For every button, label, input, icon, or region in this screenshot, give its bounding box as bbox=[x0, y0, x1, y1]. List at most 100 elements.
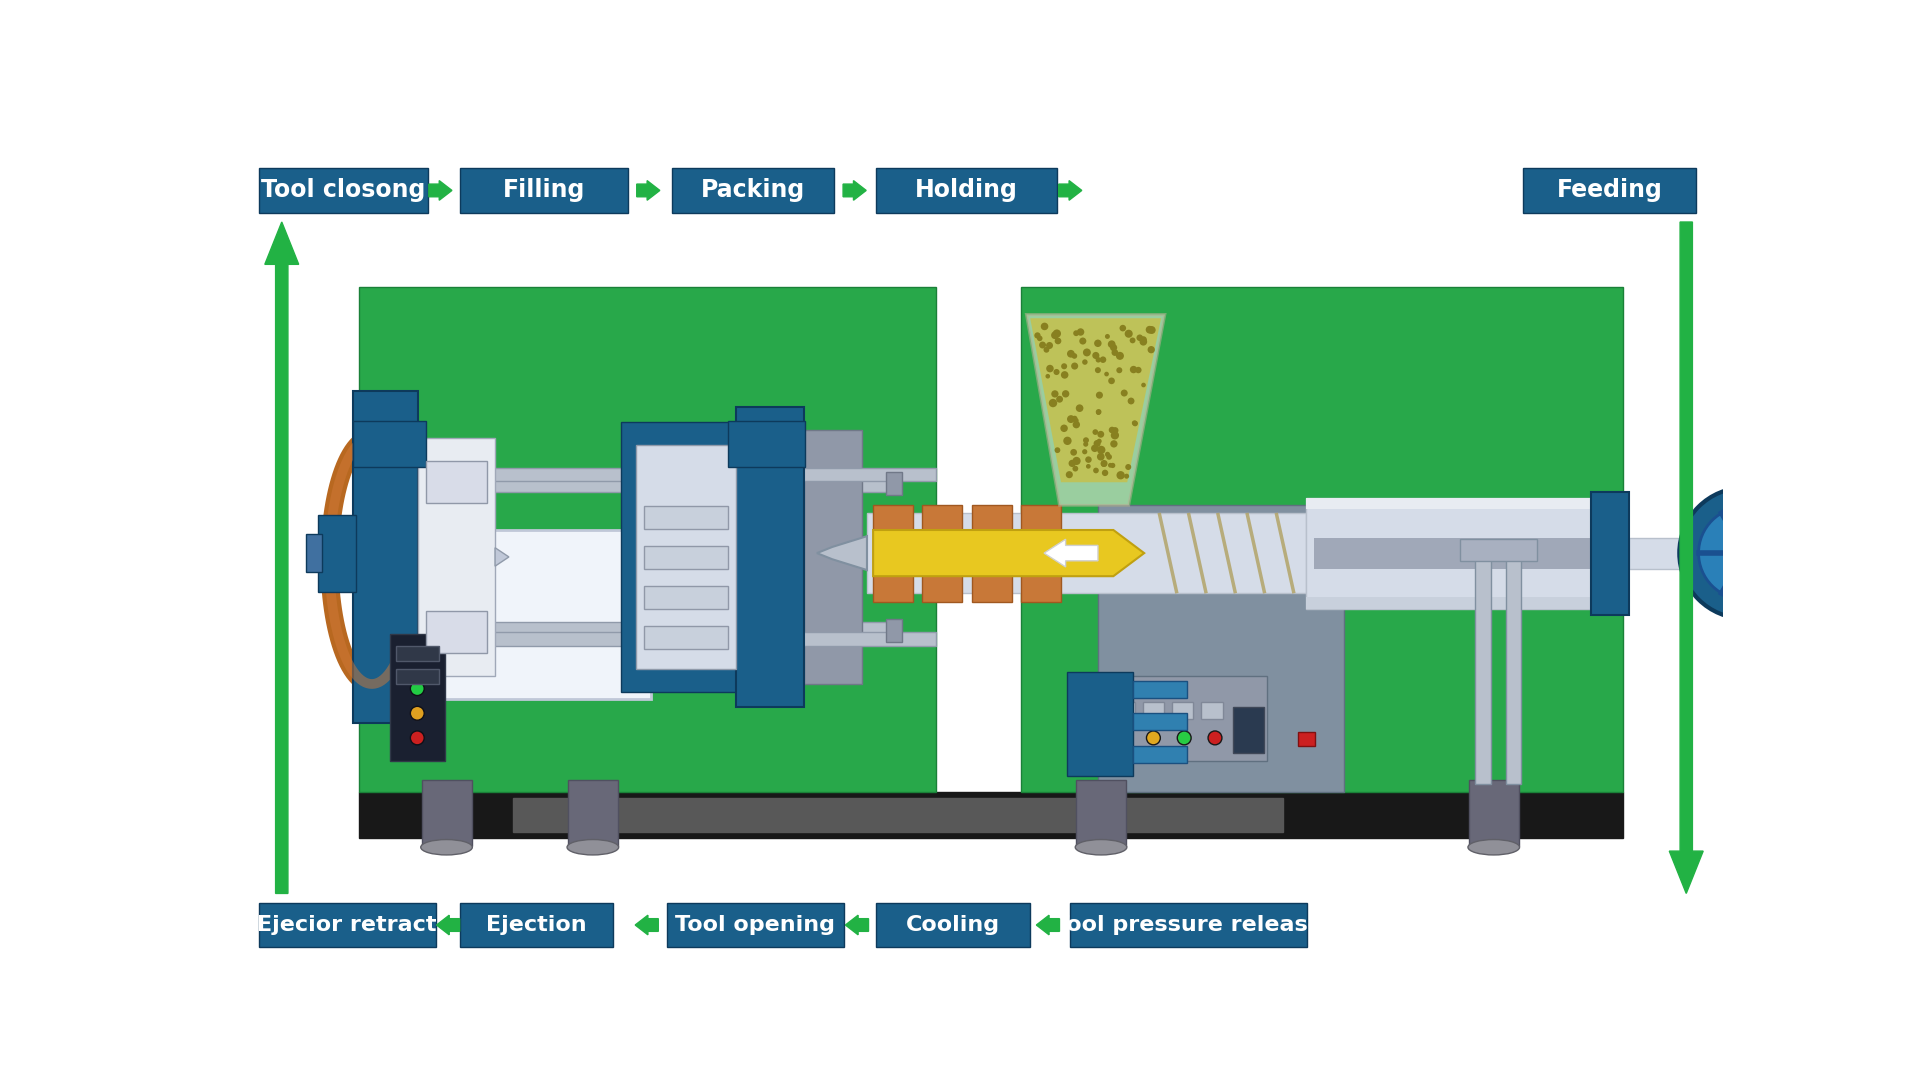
Bar bbox=[643, 507, 728, 529]
Bar bbox=[390, 634, 445, 761]
Polygon shape bbox=[1031, 319, 1162, 483]
Circle shape bbox=[1073, 465, 1079, 472]
Bar bbox=[643, 626, 728, 649]
Circle shape bbox=[1121, 390, 1127, 396]
Circle shape bbox=[1699, 507, 1791, 599]
Bar bbox=[359, 475, 899, 492]
FancyArrow shape bbox=[265, 222, 300, 893]
Circle shape bbox=[1087, 464, 1091, 469]
Circle shape bbox=[1071, 363, 1079, 369]
Circle shape bbox=[1108, 378, 1116, 384]
Bar bbox=[620, 422, 739, 691]
Bar bbox=[1114, 702, 1135, 718]
Circle shape bbox=[1085, 457, 1092, 463]
Circle shape bbox=[1064, 436, 1071, 445]
Bar bbox=[1233, 707, 1263, 754]
FancyArrow shape bbox=[1058, 180, 1081, 200]
Circle shape bbox=[1073, 421, 1081, 429]
Circle shape bbox=[1069, 449, 1077, 456]
Bar bbox=[1630, 538, 1715, 568]
Circle shape bbox=[1096, 409, 1102, 415]
FancyArrow shape bbox=[1668, 222, 1703, 893]
Circle shape bbox=[1140, 382, 1146, 388]
Circle shape bbox=[1046, 342, 1052, 349]
Circle shape bbox=[1112, 427, 1119, 434]
Circle shape bbox=[1108, 463, 1114, 468]
Bar bbox=[1133, 713, 1187, 730]
FancyArrow shape bbox=[637, 180, 660, 200]
Bar bbox=[1459, 539, 1536, 561]
Text: Tool pressure release: Tool pressure release bbox=[1054, 915, 1323, 935]
Text: Cooling: Cooling bbox=[906, 915, 1000, 935]
Circle shape bbox=[1108, 427, 1116, 433]
Circle shape bbox=[1048, 399, 1058, 407]
Circle shape bbox=[1129, 366, 1137, 374]
Circle shape bbox=[1106, 454, 1112, 460]
Bar bbox=[396, 669, 440, 684]
Bar bbox=[359, 287, 937, 792]
Circle shape bbox=[1071, 353, 1077, 359]
Text: Holding: Holding bbox=[916, 178, 1018, 202]
Circle shape bbox=[1037, 336, 1043, 341]
Circle shape bbox=[1100, 460, 1108, 467]
Circle shape bbox=[1100, 356, 1106, 363]
Circle shape bbox=[1069, 460, 1075, 467]
Circle shape bbox=[1098, 431, 1104, 437]
Circle shape bbox=[1043, 347, 1050, 353]
Circle shape bbox=[1116, 731, 1129, 745]
Bar bbox=[666, 903, 845, 947]
Circle shape bbox=[1123, 474, 1129, 478]
Circle shape bbox=[1068, 415, 1075, 423]
Bar bbox=[887, 472, 902, 496]
Circle shape bbox=[1091, 445, 1098, 453]
Circle shape bbox=[1062, 390, 1069, 397]
Bar bbox=[1106, 676, 1267, 761]
Bar bbox=[804, 430, 862, 684]
Text: Filling: Filling bbox=[503, 178, 586, 202]
Bar bbox=[1068, 673, 1133, 777]
Bar bbox=[1306, 498, 1599, 608]
Bar bbox=[868, 513, 1306, 593]
Circle shape bbox=[1062, 372, 1068, 379]
Circle shape bbox=[1071, 416, 1077, 421]
Bar bbox=[735, 407, 804, 707]
Circle shape bbox=[1112, 431, 1119, 440]
Circle shape bbox=[1110, 441, 1117, 447]
Bar bbox=[1306, 597, 1599, 608]
Circle shape bbox=[1056, 395, 1064, 403]
Circle shape bbox=[1079, 338, 1087, 345]
Bar bbox=[1133, 680, 1187, 698]
Circle shape bbox=[1092, 429, 1098, 435]
Bar bbox=[1077, 780, 1127, 846]
Ellipse shape bbox=[566, 839, 618, 855]
Bar bbox=[1021, 287, 1622, 792]
FancyArrow shape bbox=[436, 915, 459, 935]
Circle shape bbox=[411, 681, 424, 696]
Circle shape bbox=[1738, 545, 1753, 561]
Ellipse shape bbox=[420, 839, 472, 855]
Circle shape bbox=[1104, 334, 1110, 339]
Bar bbox=[513, 798, 1283, 832]
Bar bbox=[259, 168, 428, 213]
Bar bbox=[1475, 553, 1490, 784]
Circle shape bbox=[1039, 341, 1046, 349]
Bar bbox=[419, 437, 495, 676]
Bar bbox=[1711, 531, 1734, 575]
Circle shape bbox=[1129, 337, 1135, 343]
Circle shape bbox=[1150, 327, 1156, 333]
FancyArrow shape bbox=[1044, 539, 1098, 567]
Circle shape bbox=[1052, 390, 1058, 397]
Text: Tool opening: Tool opening bbox=[676, 915, 835, 935]
Circle shape bbox=[1140, 338, 1146, 346]
Polygon shape bbox=[495, 548, 509, 566]
Circle shape bbox=[1104, 451, 1110, 457]
Polygon shape bbox=[1027, 314, 1165, 505]
Circle shape bbox=[1110, 345, 1117, 351]
Circle shape bbox=[1096, 410, 1100, 415]
Bar bbox=[426, 611, 488, 653]
Bar bbox=[1142, 702, 1164, 718]
Circle shape bbox=[1094, 339, 1102, 347]
Circle shape bbox=[1208, 731, 1221, 745]
Ellipse shape bbox=[1075, 839, 1127, 855]
Circle shape bbox=[1054, 447, 1060, 454]
